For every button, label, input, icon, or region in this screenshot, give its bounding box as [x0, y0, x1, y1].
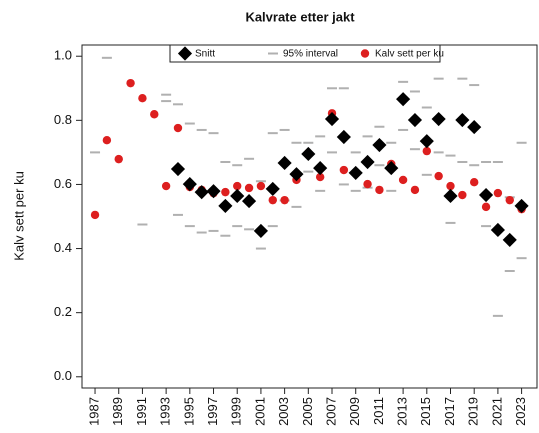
point — [348, 165, 363, 180]
point — [194, 185, 209, 200]
x-tick-label: 2005 — [300, 397, 315, 426]
y-tick-label: 0.4 — [54, 240, 72, 255]
point — [230, 188, 245, 204]
point — [505, 195, 514, 205]
point — [363, 179, 372, 189]
point — [396, 92, 411, 107]
x-tick-label: 1995 — [181, 397, 196, 426]
x-tick-label: 2021 — [489, 397, 504, 426]
y-tick-label: 0.0 — [54, 368, 72, 383]
point — [431, 111, 446, 127]
point — [478, 187, 494, 203]
point — [150, 110, 159, 119]
y-tick-label: 0.2 — [54, 304, 72, 319]
point — [221, 187, 230, 197]
point — [114, 154, 123, 164]
point — [280, 195, 289, 205]
point — [126, 78, 135, 88]
legend-box — [169, 44, 441, 63]
point — [277, 155, 292, 171]
point — [372, 137, 387, 153]
chart-title: Kalvrate etter jakt — [245, 9, 355, 24]
point — [182, 177, 197, 192]
point — [419, 134, 434, 149]
point — [256, 181, 266, 191]
point — [360, 154, 375, 170]
point — [434, 171, 443, 181]
x-tick-label: 2013 — [395, 397, 410, 426]
point — [173, 123, 183, 133]
point — [233, 181, 242, 191]
point — [398, 175, 408, 185]
x-tick-label: 2023 — [513, 397, 528, 426]
point — [265, 181, 280, 197]
point — [514, 198, 529, 213]
point — [502, 232, 517, 247]
point — [313, 161, 328, 176]
point — [336, 129, 351, 145]
x-tick-label: 1993 — [158, 397, 173, 426]
x-tick-label: 2015 — [418, 397, 433, 426]
y-axis-label: Kalv sett per ku — [11, 171, 26, 261]
point — [490, 222, 505, 238]
point — [493, 188, 503, 198]
point — [467, 119, 482, 135]
point — [268, 195, 277, 205]
point — [375, 185, 384, 195]
legend-label: Snitt — [195, 49, 215, 60]
point — [443, 188, 458, 204]
point — [253, 223, 268, 238]
y-tick-label: 1.0 — [54, 48, 72, 63]
x-tick-label: 2009 — [347, 397, 362, 426]
point — [384, 161, 399, 176]
point — [455, 112, 470, 128]
point — [481, 202, 491, 212]
point — [324, 111, 340, 127]
x-tick-label: 2011 — [371, 397, 386, 425]
x-tick-label: 2019 — [466, 397, 481, 426]
point — [339, 165, 349, 175]
point — [241, 194, 257, 209]
point — [458, 190, 467, 200]
point — [102, 136, 112, 145]
point — [170, 161, 186, 177]
point — [138, 94, 147, 103]
legend-marker — [360, 49, 370, 58]
point — [315, 172, 325, 182]
plot-frame — [81, 44, 538, 389]
x-tick-label: 1991 — [134, 397, 149, 426]
x-tick-label: 1989 — [110, 397, 125, 426]
point — [244, 183, 254, 193]
legend-label: 95% interval — [283, 49, 338, 60]
x-tick-label: 1999 — [229, 397, 244, 426]
point — [446, 181, 455, 191]
x-tick-label: 2001 — [252, 397, 267, 426]
point — [470, 178, 479, 187]
x-tick-label: 2003 — [276, 397, 291, 426]
y-tick-label: 0.6 — [54, 176, 72, 191]
x-tick-label: 2017 — [442, 397, 457, 426]
point — [289, 167, 304, 182]
point — [410, 185, 420, 195]
x-tick-label: 2007 — [323, 397, 338, 426]
point — [301, 146, 316, 162]
point — [218, 198, 233, 213]
point — [407, 112, 423, 128]
point — [422, 146, 432, 156]
point — [90, 210, 100, 220]
point — [161, 181, 171, 191]
legend-label: Kalv sett per ku — [375, 49, 444, 60]
y-tick-label: 0.8 — [54, 112, 72, 127]
point — [206, 184, 221, 199]
x-tick-label: 1987 — [86, 397, 101, 426]
x-tick-label: 1997 — [205, 397, 220, 426]
